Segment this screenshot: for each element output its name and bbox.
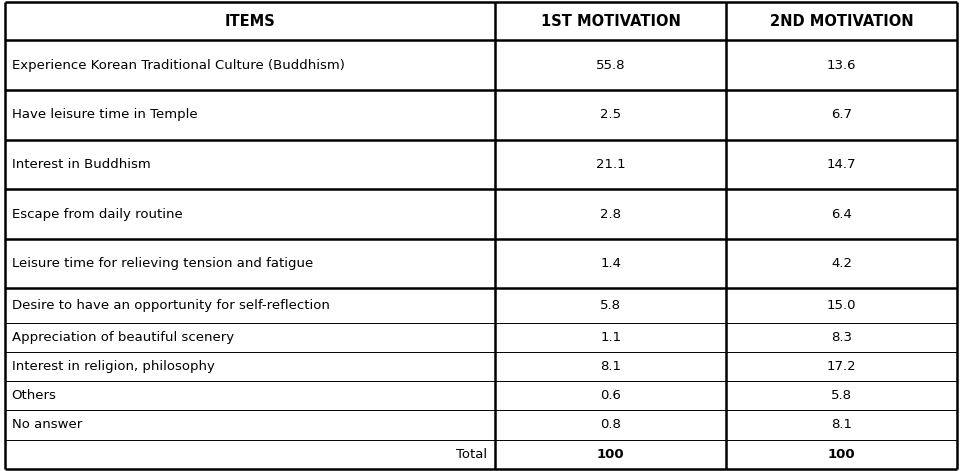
Text: Total: Total: [456, 447, 487, 461]
Text: 2.8: 2.8: [600, 208, 621, 220]
Text: Escape from daily routine: Escape from daily routine: [12, 208, 182, 220]
Text: 0.6: 0.6: [600, 390, 621, 402]
Text: Others: Others: [12, 390, 57, 402]
Bar: [495, 439, 726, 469]
Bar: [495, 352, 726, 382]
Bar: [726, 2, 956, 41]
Bar: [5, 2, 495, 41]
Text: 0.8: 0.8: [600, 419, 621, 431]
Bar: [726, 439, 956, 469]
Text: 100: 100: [597, 447, 624, 461]
Text: 8.1: 8.1: [600, 360, 621, 374]
Text: Desire to have an opportunity for self-reflection: Desire to have an opportunity for self-r…: [12, 299, 329, 312]
Text: 1.1: 1.1: [600, 331, 621, 344]
Text: 8.3: 8.3: [830, 331, 851, 344]
Text: No answer: No answer: [12, 419, 82, 431]
Text: 17.2: 17.2: [826, 360, 855, 374]
Text: Appreciation of beautiful scenery: Appreciation of beautiful scenery: [12, 331, 234, 344]
Text: 1.4: 1.4: [600, 257, 621, 270]
Text: Interest in Buddhism: Interest in Buddhism: [12, 158, 150, 171]
Bar: [726, 323, 956, 352]
Bar: [5, 382, 495, 410]
Text: Have leisure time in Temple: Have leisure time in Temple: [12, 108, 197, 122]
Text: 5.8: 5.8: [600, 299, 621, 312]
Text: 15.0: 15.0: [826, 299, 855, 312]
Bar: [5, 410, 495, 439]
Text: Leisure time for relieving tension and fatigue: Leisure time for relieving tension and f…: [12, 257, 312, 270]
Bar: [726, 288, 956, 323]
Text: 14.7: 14.7: [826, 158, 855, 171]
Text: 5.8: 5.8: [830, 390, 851, 402]
Bar: [495, 382, 726, 410]
Text: 6.7: 6.7: [830, 108, 851, 122]
Bar: [5, 288, 495, 323]
Text: Experience Korean Traditional Culture (Buddhism): Experience Korean Traditional Culture (B…: [12, 59, 344, 72]
Text: 8.1: 8.1: [830, 419, 851, 431]
Text: 100: 100: [827, 447, 854, 461]
Bar: [495, 410, 726, 439]
Bar: [726, 352, 956, 382]
Bar: [495, 2, 726, 41]
Text: 2ND MOTIVATION: 2ND MOTIVATION: [769, 14, 913, 29]
Bar: [495, 323, 726, 352]
Bar: [5, 352, 495, 382]
Text: 1ST MOTIVATION: 1ST MOTIVATION: [540, 14, 680, 29]
Text: 6.4: 6.4: [830, 208, 851, 220]
Bar: [5, 323, 495, 352]
Text: 2.5: 2.5: [600, 108, 621, 122]
Bar: [726, 382, 956, 410]
Bar: [495, 288, 726, 323]
Text: 4.2: 4.2: [830, 257, 851, 270]
Text: 55.8: 55.8: [596, 59, 625, 72]
Bar: [726, 410, 956, 439]
Text: Interest in religion, philosophy: Interest in religion, philosophy: [12, 360, 214, 374]
Text: 13.6: 13.6: [826, 59, 855, 72]
Text: ITEMS: ITEMS: [225, 14, 275, 29]
Text: 21.1: 21.1: [595, 158, 625, 171]
Bar: [5, 439, 495, 469]
